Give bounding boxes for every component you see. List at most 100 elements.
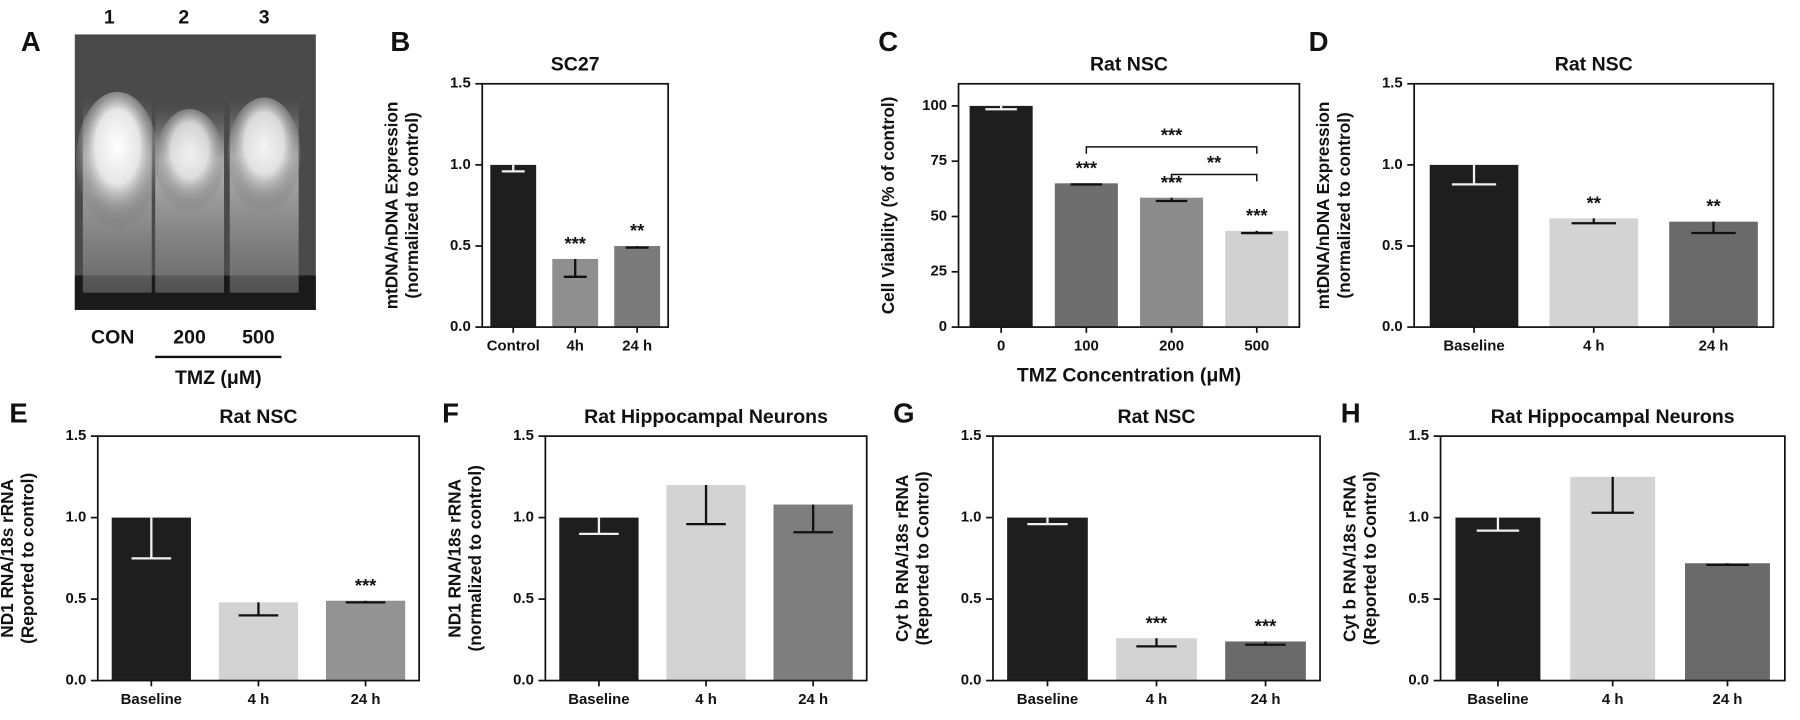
plot-frame bbox=[96, 435, 420, 682]
bracket-label: ** bbox=[1207, 152, 1222, 173]
error-bar bbox=[1155, 197, 1188, 203]
error-bar bbox=[625, 245, 649, 249]
x-tick-label: Control bbox=[487, 339, 540, 355]
y-axis-label: ND1 RNA/18s rRNA bbox=[0, 479, 17, 638]
bracket bbox=[1085, 146, 1258, 154]
x-tick-label: 0 bbox=[997, 339, 1005, 355]
y-tick-label: 1.5 bbox=[1408, 428, 1429, 444]
x-tick-label: 24 h bbox=[351, 692, 381, 708]
plot-frame bbox=[1439, 435, 1786, 682]
y-axis-label: (normalized to control) bbox=[1334, 112, 1354, 298]
x-tick-label: 24 h bbox=[622, 339, 652, 355]
plot-frame bbox=[992, 435, 1321, 682]
sample-label: 200 bbox=[173, 327, 206, 349]
chart-title: Rat NSC bbox=[1555, 54, 1633, 76]
bracket bbox=[1170, 173, 1258, 182]
y-axis-label: Cyt b RNA/18s rRNA bbox=[1340, 475, 1360, 642]
sample-label: CON bbox=[91, 327, 134, 349]
x-tick-label: 4 h bbox=[1146, 692, 1168, 708]
panel-label: E bbox=[9, 398, 27, 429]
y-axis-label: (Reported to Control) bbox=[1360, 471, 1380, 645]
y-axis-label: mtDNA/nDNA Expression bbox=[1313, 102, 1333, 310]
y-tick-label: 75 bbox=[930, 153, 947, 169]
y-axis-label: (normalized to control) bbox=[402, 112, 422, 298]
x-tick-label: 500 bbox=[1244, 339, 1269, 355]
x-tick-label: 24 h bbox=[1713, 692, 1743, 708]
error-bar bbox=[1451, 164, 1497, 186]
bar bbox=[1455, 517, 1541, 681]
x-tick-label: 4 h bbox=[248, 692, 270, 708]
x-tick-label: 4h bbox=[567, 339, 584, 355]
y-tick-label: 0.0 bbox=[513, 673, 534, 689]
y-axis-label: Cyt b RNA/18s rRNA bbox=[892, 475, 912, 642]
significance-label: *** bbox=[355, 575, 377, 596]
plot-frame bbox=[1413, 82, 1775, 328]
error-bar bbox=[985, 105, 1017, 111]
error-bar bbox=[563, 258, 587, 278]
y-tick-label: 0.5 bbox=[450, 238, 471, 254]
significance-label: ** bbox=[1706, 196, 1721, 217]
y-tick-label: 0.5 bbox=[961, 591, 982, 607]
bar bbox=[1007, 517, 1088, 681]
significance-label: ** bbox=[630, 220, 645, 241]
x-tick-label: 24 h bbox=[1251, 692, 1281, 708]
group-label: TMZ (μM) bbox=[175, 367, 262, 389]
chart-title: Rat NSC bbox=[219, 406, 297, 428]
bar bbox=[614, 245, 661, 328]
sample-label: 500 bbox=[242, 327, 275, 349]
error-bar bbox=[1591, 476, 1634, 514]
significance-label: *** bbox=[1076, 157, 1098, 178]
gel-band bbox=[75, 91, 159, 230]
bar bbox=[1225, 230, 1289, 328]
significance-label: *** bbox=[1161, 172, 1183, 193]
bar bbox=[559, 517, 639, 681]
y-tick-label: 1.5 bbox=[1382, 76, 1403, 92]
plot-frame bbox=[481, 82, 670, 328]
x-tick-label: Baseline bbox=[1017, 692, 1078, 708]
y-tick-label: 1.5 bbox=[450, 76, 471, 92]
bar bbox=[325, 600, 406, 681]
error-bar bbox=[1571, 218, 1616, 225]
x-tick-label: Baseline bbox=[1443, 339, 1504, 355]
y-tick-label: 0.5 bbox=[513, 591, 534, 607]
gel-band bbox=[227, 97, 301, 213]
x-axis-label: TMZ Concentration (μM) bbox=[1017, 365, 1241, 387]
error-bar bbox=[501, 164, 525, 173]
lane-label: 3 bbox=[259, 7, 270, 29]
bar bbox=[1225, 641, 1306, 681]
significance-label: *** bbox=[1255, 616, 1277, 637]
bar bbox=[969, 105, 1033, 328]
bar bbox=[1429, 164, 1519, 328]
bar bbox=[1054, 183, 1118, 328]
y-tick-label: 25 bbox=[930, 264, 947, 280]
panel-label: B bbox=[390, 26, 410, 57]
y-tick-label: 0.0 bbox=[450, 319, 471, 335]
x-tick-label: Baseline bbox=[121, 692, 182, 708]
bar bbox=[1685, 563, 1770, 681]
y-tick-label: 0 bbox=[939, 319, 947, 335]
y-axis-label: mtDNA/nDNA Expression bbox=[381, 102, 401, 310]
plot-frame bbox=[544, 435, 868, 682]
significance-label: *** bbox=[1146, 612, 1168, 633]
y-tick-label: 0.0 bbox=[66, 673, 87, 689]
plot-frame bbox=[957, 82, 1301, 328]
y-tick-label: 1.5 bbox=[961, 428, 982, 444]
x-tick-label: Baseline bbox=[568, 692, 629, 708]
chart-title: Rat Hippocampal Neurons bbox=[1491, 406, 1735, 428]
error-bar bbox=[131, 517, 172, 560]
x-tick-label: 100 bbox=[1074, 339, 1099, 355]
panel-label: C bbox=[878, 26, 898, 57]
x-tick-label: 24 h bbox=[1699, 339, 1729, 355]
error-bar bbox=[793, 504, 833, 534]
y-tick-label: 0.5 bbox=[1408, 591, 1429, 607]
panel-label: D bbox=[1309, 26, 1329, 57]
error-bar bbox=[345, 600, 386, 604]
y-tick-label: 1.5 bbox=[66, 428, 87, 444]
significance-label: ** bbox=[1587, 192, 1602, 213]
panel-label: G bbox=[893, 398, 914, 429]
y-axis-label: (Reported to Control) bbox=[913, 471, 933, 645]
y-tick-label: 0.0 bbox=[1408, 673, 1429, 689]
bar bbox=[1669, 221, 1758, 328]
error-bar bbox=[1241, 230, 1273, 235]
